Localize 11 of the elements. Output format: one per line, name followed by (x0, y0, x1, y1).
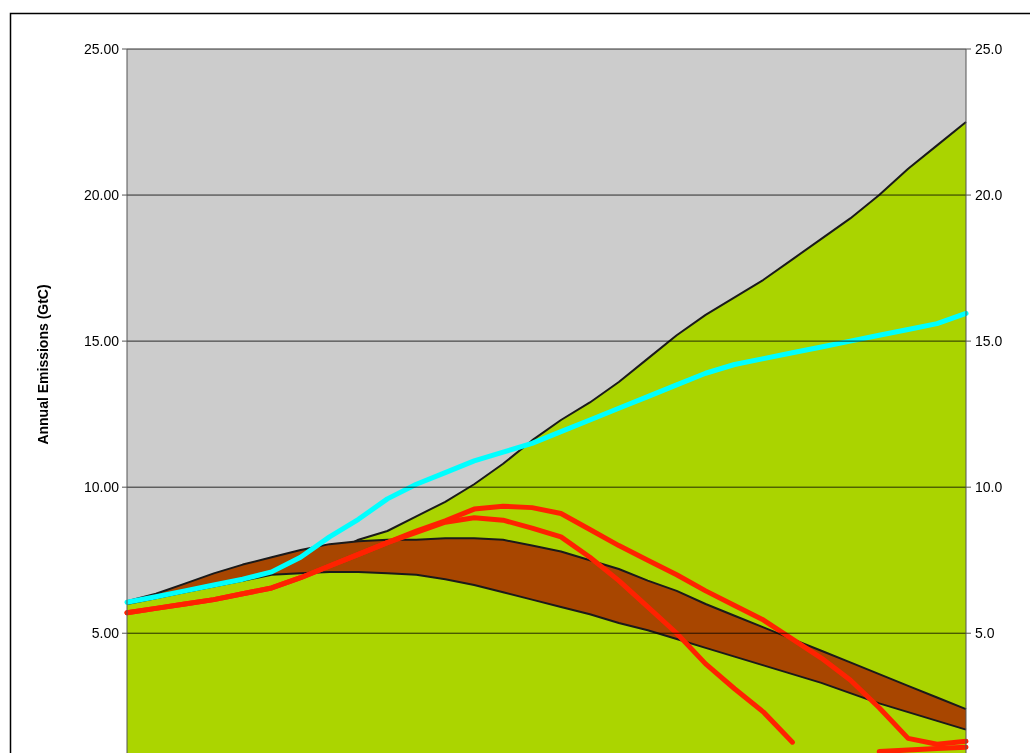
y2-tick-label: 10.0 (975, 479, 1003, 496)
y-axis-title: Annual Emissions (GtC) (35, 284, 51, 445)
y2-tick-label: 5.0 (975, 625, 995, 642)
y-tick-label: 10.00 (83, 479, 120, 496)
y2-tick-label: 15.0 (975, 333, 1003, 350)
y-tick-label: 15.00 (83, 333, 120, 350)
y-tick-label: 5.00 (91, 625, 120, 642)
y-tick-label: 25.00 (83, 40, 120, 57)
y-tick-label: 20.00 (83, 186, 120, 203)
y2-tick-label: 20.0 (975, 186, 1003, 203)
y2-tick-label: 25.0 (975, 40, 1003, 57)
